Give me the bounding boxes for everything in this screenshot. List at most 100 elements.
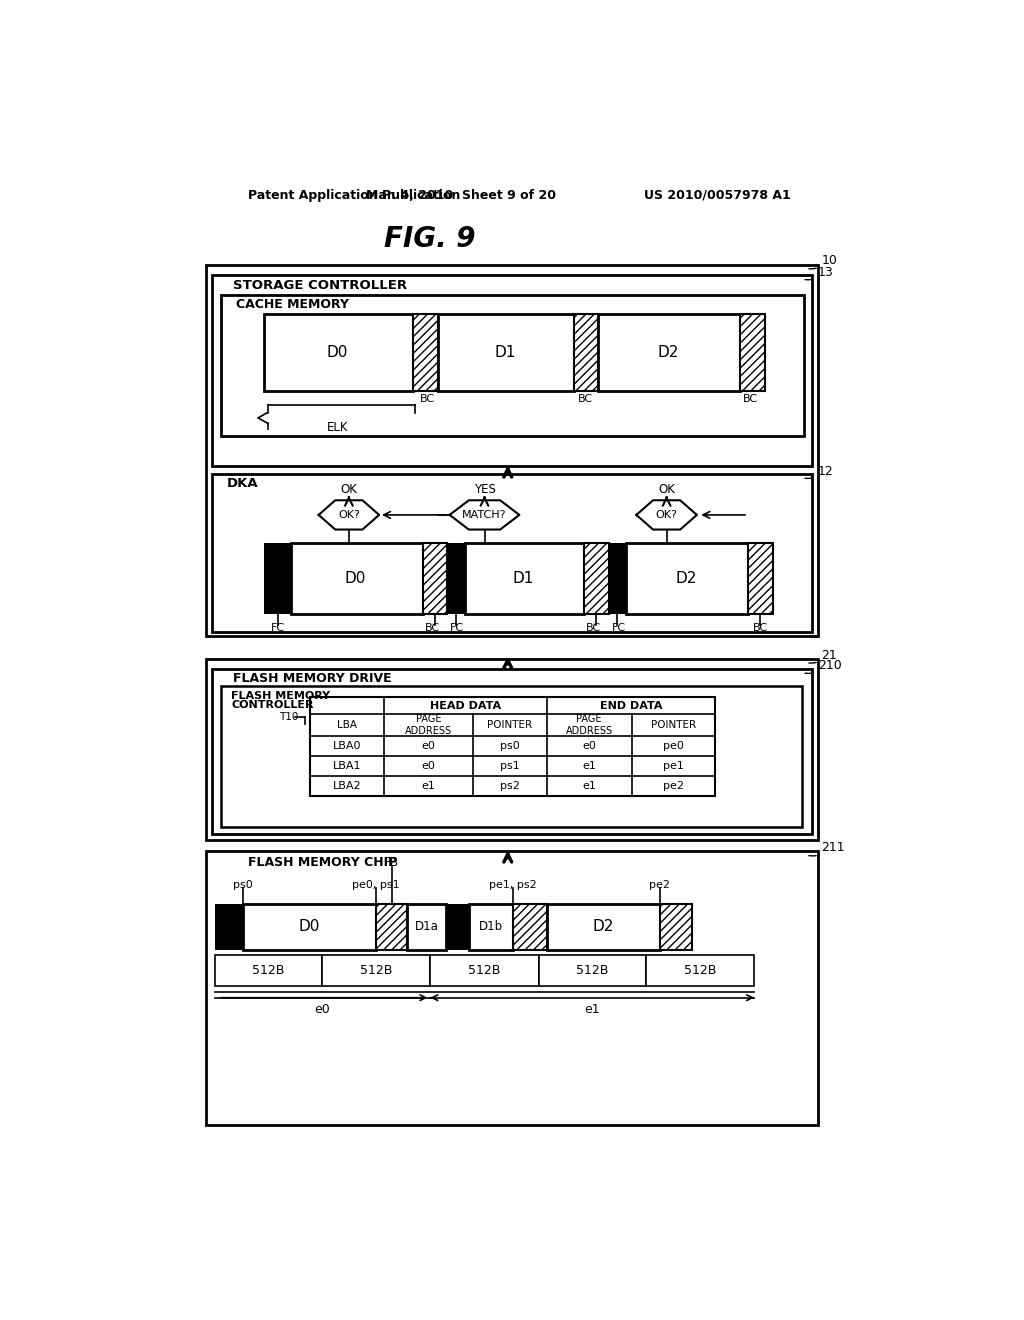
Text: ELK: ELK: [327, 421, 348, 434]
Text: e1: e1: [583, 760, 596, 771]
Bar: [212, 276, 812, 466]
Bar: [438, 314, 573, 391]
Bar: [221, 296, 804, 436]
Bar: [445, 904, 469, 950]
Bar: [212, 474, 812, 632]
Text: OK?: OK?: [655, 510, 678, 520]
Polygon shape: [450, 500, 519, 529]
Bar: [221, 686, 802, 826]
Bar: [469, 904, 513, 950]
Polygon shape: [318, 500, 379, 529]
Text: D1: D1: [495, 345, 516, 360]
Text: D2: D2: [593, 919, 613, 935]
Bar: [513, 904, 547, 950]
Text: e1: e1: [583, 781, 596, 791]
Text: D1: D1: [513, 572, 534, 586]
Text: PAGE
ADDRESS: PAGE ADDRESS: [565, 714, 612, 737]
Bar: [584, 544, 608, 614]
Text: POINTER: POINTER: [651, 721, 696, 730]
Bar: [573, 314, 598, 391]
Bar: [598, 314, 740, 391]
Bar: [423, 544, 447, 614]
Text: pe2: pe2: [664, 781, 684, 791]
Text: OK: OK: [340, 483, 357, 496]
Bar: [608, 544, 626, 614]
Bar: [447, 544, 465, 614]
Text: DKA: DKA: [227, 477, 259, 490]
Text: FLASH MEMORY DRIVE: FLASH MEMORY DRIVE: [232, 672, 391, 685]
Bar: [465, 544, 584, 614]
Text: D0: D0: [344, 572, 366, 586]
Text: e1: e1: [585, 1003, 600, 1016]
Text: FC: FC: [451, 623, 465, 634]
Text: BC: BC: [579, 393, 593, 404]
Bar: [740, 314, 765, 391]
Text: PB: PB: [384, 857, 399, 870]
Text: LBA1: LBA1: [333, 760, 361, 771]
Text: e0: e0: [314, 1003, 331, 1016]
Text: PAGE
ADDRESS: PAGE ADDRESS: [404, 714, 452, 737]
Text: 512B: 512B: [577, 964, 608, 977]
Bar: [659, 904, 692, 950]
Text: ps0: ps0: [232, 880, 253, 890]
Text: OK?: OK?: [338, 510, 359, 520]
Bar: [310, 697, 716, 796]
Text: pe2: pe2: [649, 880, 670, 890]
Text: e0: e0: [421, 741, 435, 751]
Bar: [646, 956, 755, 986]
Text: STORAGE CONTROLLER: STORAGE CONTROLLER: [232, 279, 407, 292]
Text: OK: OK: [658, 483, 675, 496]
Bar: [430, 956, 539, 986]
Text: 13: 13: [805, 265, 834, 280]
Bar: [212, 669, 812, 834]
Bar: [407, 904, 445, 950]
Polygon shape: [636, 500, 697, 529]
Text: pe0, ps1: pe0, ps1: [352, 880, 399, 890]
Text: e1: e1: [421, 781, 435, 791]
Bar: [263, 544, 291, 614]
Text: END DATA: END DATA: [600, 701, 663, 711]
Text: D0: D0: [299, 919, 321, 935]
Text: BC: BC: [742, 393, 758, 404]
Text: LBA2: LBA2: [333, 781, 361, 791]
Text: ps0: ps0: [500, 741, 519, 751]
Text: e0: e0: [583, 741, 596, 751]
Text: US 2010/0057978 A1: US 2010/0057978 A1: [644, 189, 791, 202]
Text: MATCH?: MATCH?: [462, 510, 507, 520]
Text: 512B: 512B: [684, 964, 716, 977]
Text: D2: D2: [657, 345, 679, 360]
Text: FLASH MEMORY: FLASH MEMORY: [231, 690, 330, 701]
Text: pe0: pe0: [664, 741, 684, 751]
Bar: [748, 544, 773, 614]
Text: FC: FC: [270, 623, 285, 634]
Bar: [414, 314, 438, 391]
Text: D2: D2: [675, 572, 696, 586]
Text: pe1, ps2: pe1, ps2: [489, 880, 537, 890]
Text: D1b: D1b: [478, 920, 503, 933]
Text: LBA: LBA: [337, 721, 357, 730]
Text: BC: BC: [425, 623, 440, 634]
Bar: [243, 904, 376, 950]
Text: D1a: D1a: [415, 920, 438, 933]
Bar: [376, 904, 407, 950]
Text: CACHE MEMORY: CACHE MEMORY: [237, 298, 349, 312]
Text: FIG. 9: FIG. 9: [384, 226, 476, 253]
Bar: [626, 544, 748, 614]
Bar: [215, 956, 322, 986]
Text: ps1: ps1: [500, 760, 519, 771]
Text: BC: BC: [420, 393, 434, 404]
Text: pe1: pe1: [664, 760, 684, 771]
Text: BC: BC: [753, 623, 768, 634]
Text: FLASH MEMORY CHIP: FLASH MEMORY CHIP: [248, 857, 397, 870]
Text: Patent Application Publication: Patent Application Publication: [248, 189, 461, 202]
Text: T10: T10: [280, 711, 299, 722]
Text: e0: e0: [421, 760, 435, 771]
Text: 12: 12: [805, 465, 834, 478]
Text: BC: BC: [586, 623, 601, 634]
Text: POINTER: POINTER: [487, 721, 532, 730]
Text: 21: 21: [809, 648, 838, 663]
Bar: [263, 314, 414, 391]
Text: 512B: 512B: [359, 964, 392, 977]
Bar: [322, 956, 430, 986]
Bar: [206, 659, 818, 840]
